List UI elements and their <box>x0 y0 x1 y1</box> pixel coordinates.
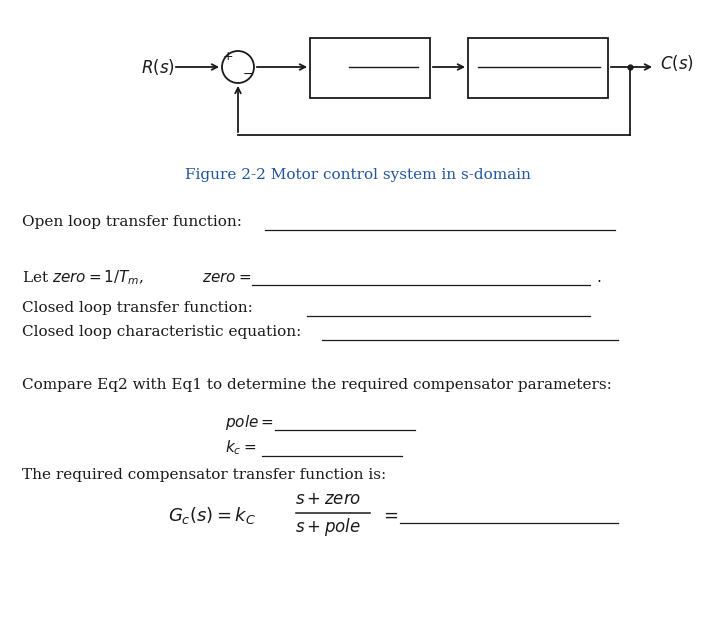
Text: The required compensator transfer function is:: The required compensator transfer functi… <box>22 468 386 482</box>
Text: Open loop transfer function:: Open loop transfer function: <box>22 215 242 229</box>
Text: $s + \mathit{zero}$: $s + \mathit{zero}$ <box>295 491 361 509</box>
Text: $-$: $-$ <box>243 66 253 79</box>
Text: $k_c$: $k_c$ <box>317 58 333 75</box>
Text: $k_c=$: $k_c=$ <box>225 438 256 458</box>
Text: Compare Eq2 with Eq1 to determine the required compensator parameters:: Compare Eq2 with Eq1 to determine the re… <box>22 378 612 392</box>
Text: $R(s)$: $R(s)$ <box>141 57 175 77</box>
Text: $G_c(s) = k_C$: $G_c(s) = k_C$ <box>168 505 256 525</box>
Text: Figure 2-2 Motor control system in s-domain: Figure 2-2 Motor control system in s-dom… <box>185 168 531 182</box>
Text: $K_m\,/\,T_m$: $K_m\,/\,T_m$ <box>516 47 559 61</box>
Text: $s + zero$: $s + zero$ <box>350 47 400 61</box>
Text: .: . <box>596 270 601 286</box>
Text: $s + pole$: $s + pole$ <box>350 72 400 88</box>
Text: $=$: $=$ <box>380 506 399 524</box>
Text: Closed loop characteristic equation:: Closed loop characteristic equation: <box>22 325 301 339</box>
Text: Closed loop transfer function:: Closed loop transfer function: <box>22 301 253 315</box>
FancyBboxPatch shape <box>310 38 430 98</box>
Text: $s + pole$: $s + pole$ <box>295 516 361 538</box>
Text: $\mathit{zero}=$: $\mathit{zero}=$ <box>202 271 251 285</box>
Text: $\mathit{pole}=$: $\mathit{pole}=$ <box>225 413 274 431</box>
Text: $s(s+1/T_m)$: $s(s+1/T_m)$ <box>504 72 572 88</box>
Text: Let $\mathit{zero}=1/T_m$,: Let $\mathit{zero}=1/T_m$, <box>22 268 144 288</box>
Text: +: + <box>223 50 233 63</box>
FancyBboxPatch shape <box>468 38 608 98</box>
Text: $C(s)$: $C(s)$ <box>660 53 694 73</box>
